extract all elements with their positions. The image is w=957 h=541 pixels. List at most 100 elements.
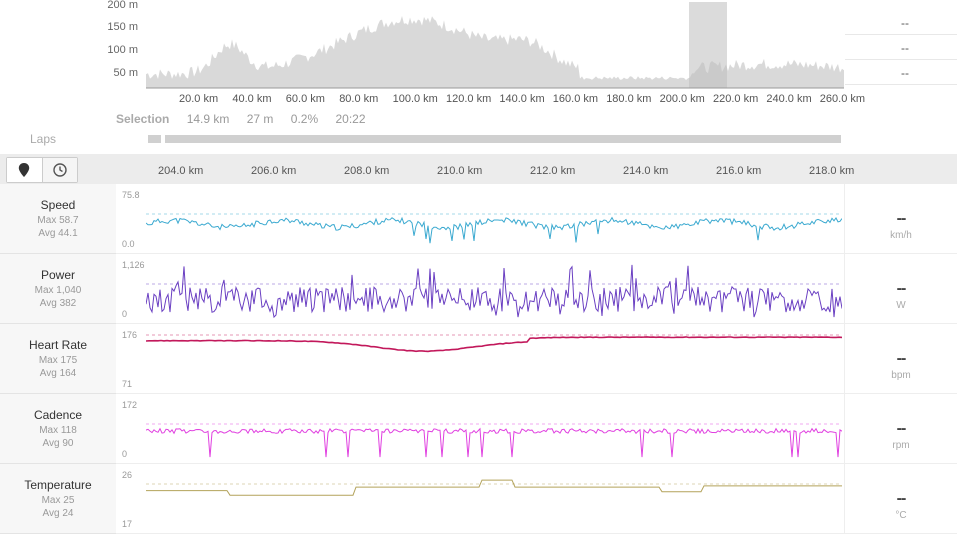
metric-line-chart-heart_rate — [146, 334, 842, 353]
metric-header-speed: Speed Max 58.7 Avg 44.1 — [0, 184, 116, 254]
overview-distance-label: 40.0 km — [232, 93, 272, 105]
elev-label-200: 200 m — [107, 0, 138, 11]
selection-elevation: 27 m — [246, 112, 274, 126]
elevation-overview[interactable]: 200 m 150 m 100 m 50 m 20.0 km 40.0 km 60.… — [0, 0, 957, 130]
metric-avg: Avg 164 — [39, 368, 77, 379]
metric-max: Max 118 — [39, 425, 77, 436]
metric-line-chart-speed — [146, 213, 842, 244]
clock-icon — [53, 163, 67, 177]
elevation-area — [146, 16, 844, 88]
overview-distance-label: 240.0 km — [766, 93, 812, 105]
metric-title: Speed — [40, 198, 76, 212]
detail-distance-label: 212.0 km — [530, 165, 576, 177]
metric-row-temperature: Temperature Max 25 Avg 24 26 17 -- °C — [0, 464, 957, 534]
metric-plot-heart_rate[interactable]: 176 71 — [116, 324, 844, 394]
overview-distance-label: 60.0 km — [285, 93, 325, 105]
overview-distance-label: 220.0 km — [713, 93, 759, 105]
selection-title: Selection — [116, 112, 170, 126]
selection-window[interactable] — [689, 2, 727, 88]
metric-line-chart-cadence — [146, 423, 842, 458]
metric-header-temperature: Temperature Max 25 Avg 24 — [0, 464, 116, 534]
metric-plot-speed[interactable]: 75.8 0.0 — [116, 184, 844, 254]
metric-ymax: 172 — [122, 400, 138, 410]
metric-current-speed: -- km/h — [844, 184, 957, 254]
metric-row-heart_rate: Heart Rate Max 175 Avg 164 176 71 -- bpm — [0, 324, 957, 394]
metric-current-cadence: -- rpm — [844, 394, 957, 464]
distance-mode-button[interactable] — [7, 158, 42, 182]
metric-unit: W — [896, 300, 906, 311]
metric-plot-power[interactable]: 1,126 0 — [116, 254, 844, 324]
metric-line-chart-power — [146, 264, 842, 319]
detail-distance-label: 218.0 km — [809, 165, 855, 177]
overview-distance-label: 140.0 km — [499, 93, 545, 105]
metric-row-speed: Speed Max 58.7 Avg 44.1 75.8 0.0 -- km/h — [0, 184, 957, 254]
metric-title: Heart Rate — [28, 338, 88, 352]
metric-series-line — [146, 479, 842, 496]
elev-label-50: 50 m — [113, 67, 138, 79]
metric-current-value: -- — [896, 420, 907, 437]
metric-unit: rpm — [892, 440, 910, 451]
selection-distance: 14.9 km — [186, 112, 230, 126]
lap-bar-2[interactable] — [165, 135, 841, 143]
metric-plot-cadence[interactable]: 172 0 — [116, 394, 844, 464]
overview-distance-label: 120.0 km — [446, 93, 492, 105]
overview-distance-label: 20.0 km — [179, 93, 219, 105]
metric-current-heart_rate: -- bpm — [844, 324, 957, 394]
metric-series-line — [146, 264, 842, 319]
metric-unit: bpm — [891, 370, 911, 381]
overview-value-1: -- — [845, 11, 957, 35]
elev-label-150: 150 m — [107, 21, 138, 33]
metric-series-line — [146, 427, 842, 458]
x-axis-mode-toggle[interactable] — [6, 157, 78, 183]
detail-distance-label: 210.0 km — [437, 165, 483, 177]
overview-value-2: -- — [845, 36, 957, 60]
detail-distance-label: 216.0 km — [716, 165, 762, 177]
metric-current-value: -- — [896, 490, 907, 507]
metric-max: Max 175 — [38, 355, 78, 366]
metric-current-value: -- — [896, 350, 907, 367]
lap-bar-1[interactable] — [148, 135, 161, 143]
time-mode-button[interactable] — [41, 158, 77, 182]
metric-current-temperature: -- °C — [844, 464, 957, 534]
metric-header-cadence: Cadence Max 118 Avg 90 — [0, 394, 116, 464]
metric-ymin: 17 — [122, 519, 133, 529]
metric-series-line — [146, 216, 842, 244]
metric-unit: km/h — [890, 230, 912, 241]
metric-avg: Avg 24 — [42, 508, 74, 519]
metric-line-chart-temperature — [146, 479, 842, 496]
overview-distance-label: 80.0 km — [339, 93, 379, 105]
metric-unit: °C — [895, 510, 907, 521]
metric-title: Temperature — [24, 478, 92, 492]
selection-summary: Selection 14.9 km 27 m 0.2% 20:22 — [116, 112, 380, 126]
metric-ymax: 26 — [122, 470, 133, 480]
metric-ymin: 0.0 — [122, 239, 135, 249]
selection-time: 20:22 — [335, 112, 366, 126]
metric-series-line — [146, 336, 842, 353]
metric-max: Max 1,040 — [34, 285, 82, 296]
detail-distance-label: 214.0 km — [623, 165, 669, 177]
map-pin-icon — [19, 163, 30, 177]
metric-row-cadence: Cadence Max 118 Avg 90 172 0 -- rpm — [0, 394, 957, 464]
detail-distance-label: 204.0 km — [158, 165, 204, 177]
overview-distance-label: 180.0 km — [606, 93, 652, 105]
metric-title: Cadence — [33, 408, 83, 422]
metric-ymin: 0 — [122, 309, 128, 319]
metric-title: Power — [40, 268, 75, 282]
metric-max: Max 58.7 — [37, 215, 79, 226]
metric-ymin: 71 — [122, 379, 133, 389]
overview-distance-label: 260.0 km — [819, 93, 866, 105]
metric-header-power: Power Max 1,040 Avg 382 — [0, 254, 116, 324]
distance-axis-strip — [0, 154, 957, 184]
metric-plot-temperature[interactable]: 26 17 — [116, 464, 844, 534]
metric-avg: Avg 382 — [39, 298, 77, 309]
laps-label: Laps — [30, 132, 57, 146]
metric-avg: Avg 44.1 — [38, 228, 78, 239]
detail-distance-label: 208.0 km — [344, 165, 390, 177]
detail-distance-label: 206.0 km — [251, 165, 297, 177]
elevation-profile-chart[interactable] — [146, 0, 844, 92]
elev-label-100: 100 m — [107, 44, 138, 56]
metric-ymax: 1,126 — [122, 260, 145, 270]
metric-header-heart_rate: Heart Rate Max 175 Avg 164 — [0, 324, 116, 394]
metric-max: Max 25 — [41, 495, 75, 506]
metric-avg: Avg 90 — [42, 438, 74, 449]
